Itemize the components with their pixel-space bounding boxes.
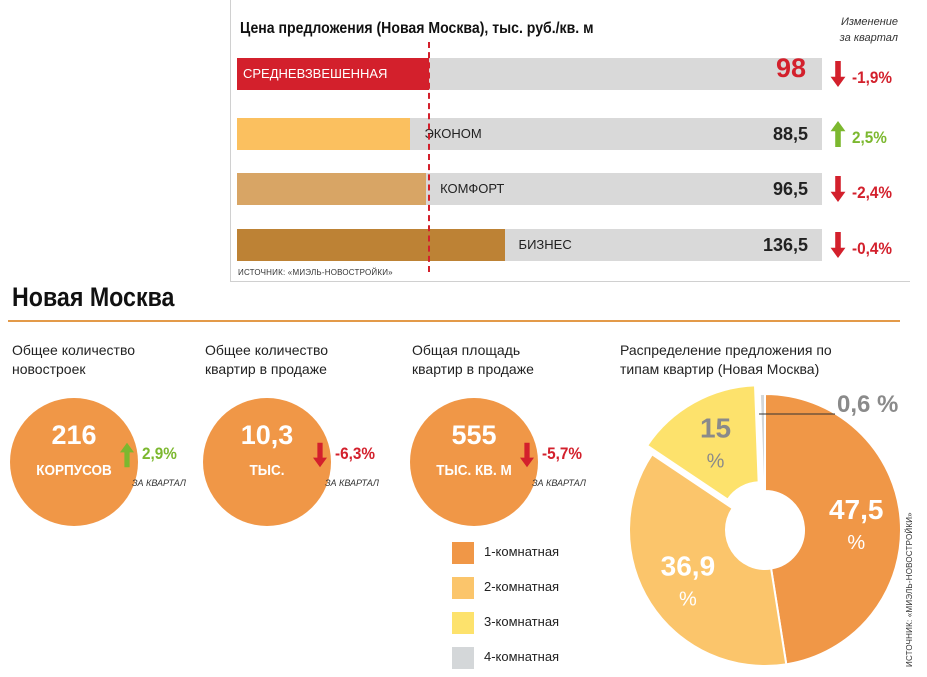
stat-circle: 216 КОРПУСОВ	[10, 398, 138, 526]
pie-chart-title: Распределение предложения по типам кварт…	[620, 342, 832, 377]
legend-label: 1-комнатная	[484, 544, 560, 559]
price-value-label: 98	[775, 53, 806, 83]
price-row-label: БИЗНЕС	[518, 237, 572, 252]
price-source-note: ИСТОЧНИК: «МИЭЛЬ-НОВОСТРОЙКИ»	[238, 268, 393, 277]
arrow-down-icon	[520, 442, 534, 468]
pie-slice	[758, 392, 766, 493]
pie-value-label: 36,9	[661, 550, 716, 581]
pie-slice	[645, 384, 760, 501]
price-change-label: -0,4%	[852, 239, 892, 258]
legend-label: 3-комнатная	[484, 614, 560, 629]
price-row-label: КОМФОРТ	[440, 181, 505, 196]
arrow-down-icon	[830, 176, 846, 202]
stat-unit: ТЫС.	[249, 462, 285, 479]
legend-swatch	[452, 577, 474, 599]
price-value-label: 136,5	[762, 235, 808, 255]
stat-value: 555	[451, 420, 497, 450]
arrow-up-icon	[830, 121, 846, 147]
stat-change: -6,3%	[335, 444, 375, 463]
stat-period: ЗА КВАРТАЛ	[325, 478, 379, 488]
legend-swatch	[452, 612, 474, 634]
price-change-label: -1,9%	[852, 68, 892, 87]
pie-slice	[628, 452, 788, 667]
price-change-label: 2,5%	[852, 128, 887, 147]
stat-value: 216	[51, 420, 97, 450]
legend-label: 4-комнатная	[484, 649, 560, 664]
stat-unit: ТЫС. КВ. М	[436, 462, 512, 479]
price-bar	[237, 118, 411, 150]
pie-source-note: ИСТОЧНИК: «МИЭЛЬ-НОВОСТРОЙКИ»	[905, 512, 914, 667]
stat-label: Общее количество квартир в продаже	[205, 342, 329, 377]
pie-unit-label: %	[707, 450, 725, 472]
pie-value-label: 0,6 %	[837, 391, 898, 418]
change-header-line1: Изменение	[841, 16, 898, 28]
price-row-label: ЭКОНОМ	[424, 126, 482, 141]
section-divider	[8, 320, 900, 322]
price-change-label: -2,4%	[852, 183, 892, 202]
stat-label: Общая площадь квартир в продаже	[412, 342, 534, 377]
price-row-label: СРЕДНЕВЗВЕШЕННАЯ	[243, 66, 388, 81]
legend-swatch	[452, 542, 474, 564]
pie-value-label: 15	[700, 412, 731, 443]
change-header-line2: за квартал	[839, 32, 898, 44]
price-chart-title: Цена предложения (Новая Москва), тыс. ру…	[240, 20, 594, 37]
arrow-down-icon	[830, 232, 846, 258]
stat-period: ЗА КВАРТАЛ	[532, 478, 586, 488]
stat-value: 10,3	[240, 420, 294, 450]
stat-change: 2,9%	[142, 444, 177, 463]
stat-unit: КОРПУСОВ	[36, 462, 112, 479]
pie-value-label: 47,5	[829, 494, 884, 525]
arrow-up-icon	[120, 442, 134, 468]
section-title: Новая Москва	[12, 282, 175, 312]
price-panel	[230, 0, 910, 282]
price-bar	[237, 58, 430, 90]
stat-label: Общее количество новостроек	[12, 342, 136, 377]
pie-slice	[764, 392, 902, 666]
pie-unit-label: %	[847, 532, 865, 554]
pie-unit-label: %	[679, 588, 697, 610]
stat-circle: 555 ТЫС. КВ. М	[410, 398, 538, 526]
stat-circle: 10,3 ТЫС.	[203, 398, 331, 526]
average-reference-line	[428, 42, 430, 272]
pie-chart: 47,5% 36,9% 15% 0,6 %	[628, 384, 902, 667]
stat-change: -5,7%	[542, 444, 582, 463]
legend-label: 2-комнатная	[484, 579, 560, 594]
arrow-down-icon	[830, 61, 846, 87]
arrow-down-icon	[313, 442, 327, 468]
stat-period: ЗА КВАРТАЛ	[132, 478, 186, 488]
change-header: Изменение за квартал	[812, 14, 898, 46]
legend-swatch	[452, 647, 474, 669]
price-value-label: 88,5	[772, 124, 808, 144]
price-bar	[237, 229, 505, 261]
price-bar	[237, 173, 427, 205]
price-value-label: 96,5	[772, 179, 808, 199]
